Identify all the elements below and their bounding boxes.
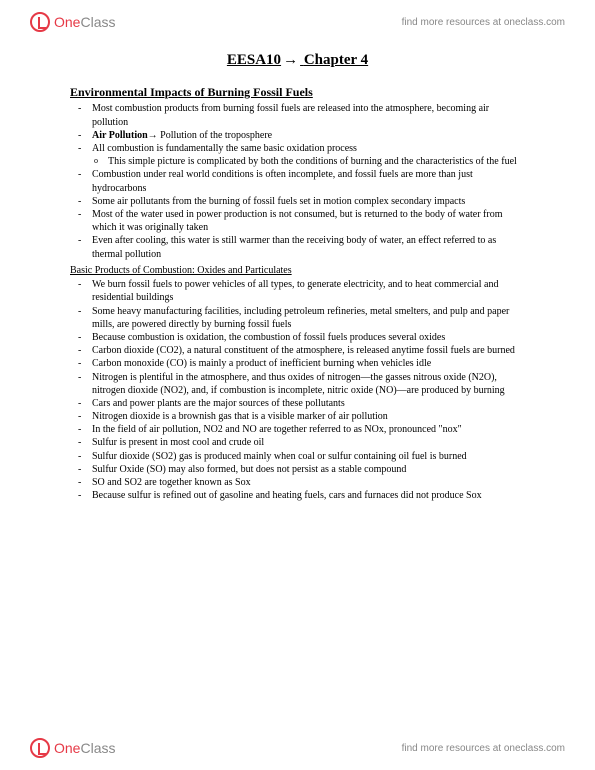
page-header: OneClass find more resources at oneclass… — [0, 0, 595, 40]
list-item: Most of the water used in power producti… — [92, 208, 525, 234]
list-item: Air Pollution→ Pollution of the troposph… — [92, 129, 525, 142]
list-item: Because sulfur is refined out of gasolin… — [92, 489, 525, 502]
list-item: Even after cooling, this water is still … — [92, 234, 525, 260]
bullet-list: We burn fossil fuels to power vehicles o… — [70, 278, 525, 502]
footer-logo-text: OneClass — [54, 740, 115, 756]
list-item: Sulfur is present in most cool and crude… — [92, 436, 525, 449]
header-link[interactable]: find more resources at oneclass.com — [402, 17, 565, 28]
list-item: All combustion is fundamentally the same… — [92, 142, 525, 155]
logo-text: OneClass — [54, 14, 115, 30]
section-heading: Environmental Impacts of Burning Fossil … — [70, 84, 525, 100]
page-title: EESA10→ Chapter 4 — [70, 50, 525, 70]
list-item: Some air pollutants from the burning of … — [92, 195, 525, 208]
list-item: This simple picture is complicated by bo… — [108, 155, 525, 168]
list-item: Nitrogen is plentiful in the atmosphere,… — [92, 371, 525, 397]
list-item: In the field of air pollution, NO2 and N… — [92, 423, 525, 436]
logo-icon — [30, 738, 50, 758]
list-item: Most combustion products from burning fo… — [92, 102, 525, 128]
page-footer: OneClass find more resources at oneclass… — [0, 730, 595, 770]
logo: OneClass — [30, 12, 115, 32]
footer-logo: OneClass — [30, 738, 115, 758]
bullet-list: Most combustion products from burning fo… — [70, 102, 525, 155]
footer-link[interactable]: find more resources at oneclass.com — [402, 743, 565, 754]
list-item: Carbon monoxide (CO) is mainly a product… — [92, 357, 525, 370]
sub-list: This simple picture is complicated by bo… — [70, 155, 525, 168]
list-item: Some heavy manufacturing facilities, inc… — [92, 305, 525, 331]
list-item: Nitrogen dioxide is a brownish gas that … — [92, 410, 525, 423]
list-item: Sulfur Oxide (SO) may also formed, but d… — [92, 463, 525, 476]
list-item: We burn fossil fuels to power vehicles o… — [92, 278, 525, 304]
list-item: Because combustion is oxidation, the com… — [92, 331, 525, 344]
subsection-heading: Basic Products of Combustion: Oxides and… — [70, 264, 525, 278]
document-content: EESA10→ Chapter 4 Environmental Impacts … — [0, 40, 595, 502]
bullet-list: Combustion under real world conditions i… — [70, 168, 525, 260]
list-item: Sulfur dioxide (SO2) gas is produced mai… — [92, 450, 525, 463]
list-item: SO and SO2 are together known as Sox — [92, 476, 525, 489]
list-item: Combustion under real world conditions i… — [92, 168, 525, 194]
logo-icon — [30, 12, 50, 32]
list-item: Cars and power plants are the major sour… — [92, 397, 525, 410]
list-item: Carbon dioxide (CO2), a natural constitu… — [92, 344, 525, 357]
